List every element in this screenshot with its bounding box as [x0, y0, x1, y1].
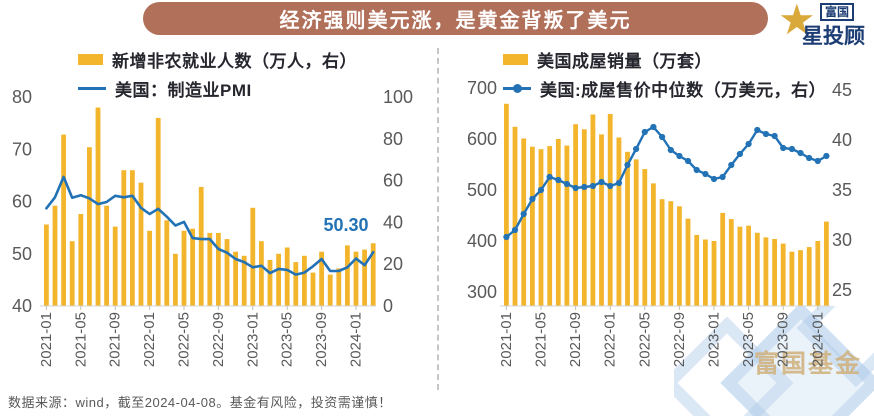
svg-text:2024-01: 2024-01 — [348, 312, 365, 367]
bar-swatch-icon — [78, 53, 103, 65]
svg-text:80: 80 — [383, 129, 403, 149]
legend-item-payrolls: 新增非农就业人数（万人，右） — [78, 48, 357, 71]
right-right-axis-labels: 45 40 35 30 25 — [832, 80, 852, 300]
line-swatch-icon — [78, 86, 106, 90]
right-chart-legend: 美国成屋销量（万套） 美国:成屋售价中位数（万美元，右） — [503, 48, 826, 106]
svg-text:500: 500 — [467, 180, 497, 200]
svg-text:45: 45 — [832, 80, 852, 100]
right-line-markers — [503, 123, 830, 241]
svg-text:2023-09: 2023-09 — [313, 312, 330, 367]
svg-text:2021-09: 2021-09 — [107, 312, 124, 367]
svg-text:2022-01: 2022-01 — [141, 312, 158, 367]
svg-text:70: 70 — [12, 139, 32, 159]
legend-label: 美国成屋销量（万套） — [537, 51, 712, 71]
panel-divider — [437, 48, 439, 390]
svg-text:2024-01: 2024-01 — [809, 312, 826, 367]
svg-text:2021-05: 2021-05 — [533, 312, 550, 367]
svg-text:2021-09: 2021-09 — [567, 312, 584, 367]
svg-text:50: 50 — [12, 244, 32, 264]
svg-text:0: 0 — [383, 296, 393, 316]
svg-text:35: 35 — [832, 180, 852, 200]
legend-label: 美国:成屋售价中位数（万美元，右） — [540, 80, 827, 100]
right-chart: 2021-01 2021-05 2021-09 2022-01 2022-05 2022-… — [467, 78, 852, 367]
brand-logo: ★ 富国 星投顾 — [778, 0, 874, 48]
line-dot-swatch-icon — [503, 83, 531, 93]
left-chart: 2021-01 2021-05 2021-09 2022-01 2022-05 2022-… — [12, 87, 413, 367]
svg-text:80: 80 — [12, 87, 32, 107]
svg-text:60: 60 — [12, 192, 32, 212]
svg-text:2022-01: 2022-01 — [602, 312, 619, 367]
right-bars — [504, 103, 829, 307]
source-note: 数据来源：wind，截至2024-04-08。基金有风险，投资需谨慎！ — [8, 395, 392, 410]
svg-text:2022-05: 2022-05 — [636, 312, 653, 367]
svg-text:2021-05: 2021-05 — [72, 312, 89, 367]
star-icon: ★ — [778, 0, 816, 43]
svg-text:2022-09: 2022-09 — [671, 312, 688, 367]
svg-text:2021-01: 2021-01 — [498, 312, 515, 367]
svg-text:25: 25 — [832, 280, 852, 300]
legend-item-pmi: 美国：制造业PMI — [78, 77, 357, 100]
left-left-axis-labels: 80 70 60 50 40 — [12, 87, 32, 316]
right-line — [505, 125, 828, 239]
svg-text:700: 700 — [467, 78, 497, 98]
bar-swatch-icon — [503, 53, 528, 65]
svg-text:40: 40 — [383, 212, 403, 232]
left-last-value-label: 50.30 — [323, 215, 368, 235]
svg-text:30: 30 — [832, 230, 852, 250]
legend-item-home-sales: 美国成屋销量（万套） — [503, 48, 826, 71]
right-x-axis-labels: 2021-01 2021-05 2021-09 2022-01 2022-05 2022-… — [498, 306, 826, 367]
title-banner: 经济强则美元涨，是黄金背叛了美元 — [143, 2, 768, 35]
legend-item-median-price: 美国:成屋售价中位数（万美元，右） — [503, 77, 827, 100]
svg-text:2023-01: 2023-01 — [244, 312, 261, 367]
watermark-text: 富国基金 — [753, 350, 862, 378]
svg-text:100: 100 — [383, 87, 413, 107]
left-chart-legend: 新增非农就业人数（万人，右） 美国：制造业PMI — [78, 48, 357, 106]
left-x-axis-labels: 2021-01 2021-05 2021-09 2022-01 2022-05 2022-… — [38, 306, 365, 367]
left-line — [45, 175, 375, 276]
left-bars — [44, 107, 376, 307]
svg-text:600: 600 — [467, 129, 497, 149]
svg-text:40: 40 — [12, 296, 32, 316]
svg-text:2021-01: 2021-01 — [38, 312, 55, 367]
right-left-axis-labels: 700 600 500 400 300 — [467, 78, 497, 302]
legend-label: 新增非农就业人数（万人，右） — [112, 51, 357, 71]
svg-text:2023-09: 2023-09 — [775, 312, 792, 367]
brand-watermark: 富国基金 — [674, 306, 874, 416]
svg-text:2023-01: 2023-01 — [706, 312, 723, 367]
svg-text:300: 300 — [467, 282, 497, 302]
svg-text:400: 400 — [467, 231, 497, 251]
svg-text:20: 20 — [383, 254, 403, 274]
logo-brand-name: 星投顾 — [802, 25, 865, 48]
svg-text:2023-05: 2023-05 — [740, 312, 757, 367]
svg-text:2022-09: 2022-09 — [210, 312, 227, 367]
svg-text:2022-05: 2022-05 — [176, 312, 193, 367]
left-right-axis-labels: 100 80 60 40 20 0 — [383, 87, 413, 316]
logo-brand-box: 富国 — [820, 3, 855, 21]
legend-label: 美国：制造业PMI — [115, 80, 252, 100]
svg-text:40: 40 — [832, 130, 852, 150]
svg-text:60: 60 — [383, 171, 403, 191]
svg-text:2023-05: 2023-05 — [279, 312, 296, 367]
